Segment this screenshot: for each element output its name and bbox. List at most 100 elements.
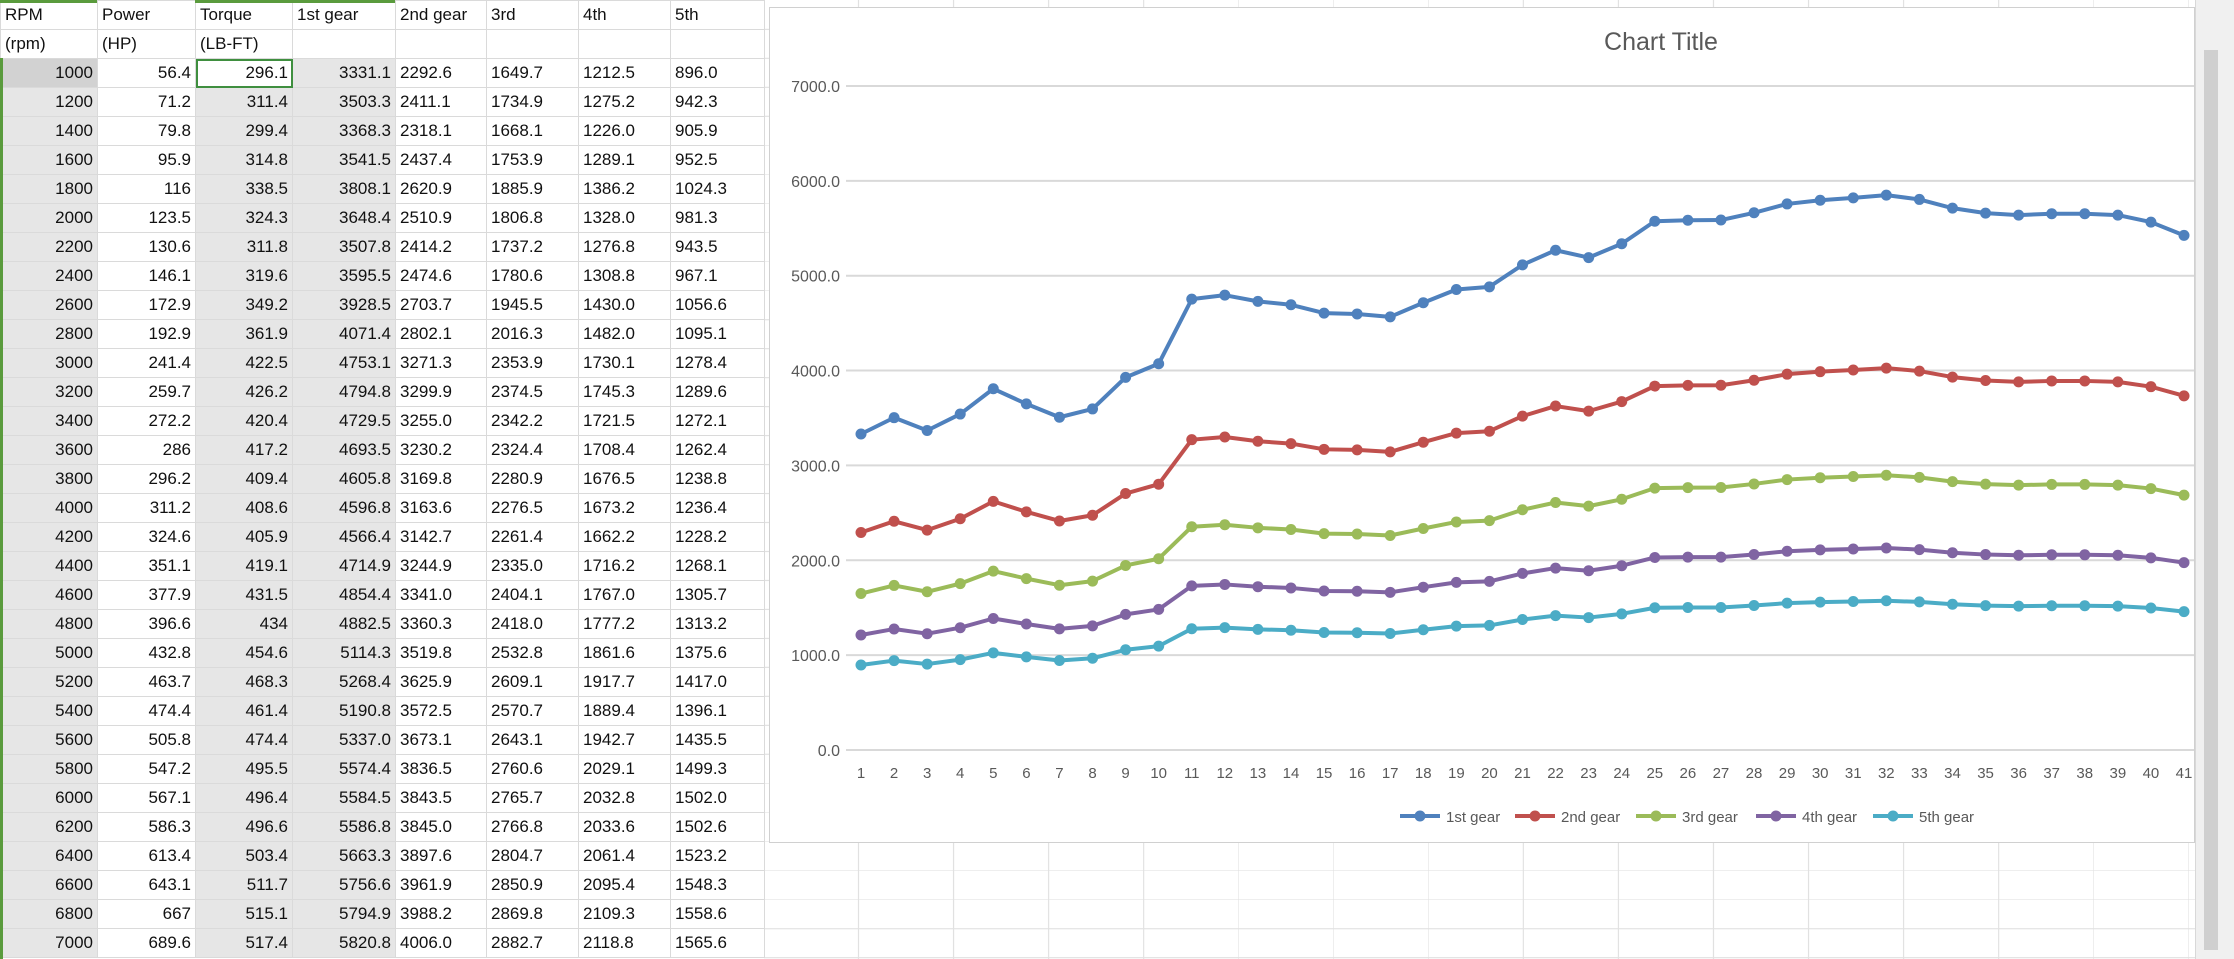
data-point[interactable]	[1417, 436, 1429, 448]
data-point[interactable]	[1980, 600, 1992, 612]
table-cell[interactable]: 4800	[0, 609, 98, 639]
data-point[interactable]	[1748, 478, 1760, 490]
series-2[interactable]	[855, 362, 2190, 539]
data-point[interactable]	[2079, 375, 2091, 387]
table-cell[interactable]: 905.9	[670, 116, 765, 146]
data-point[interactable]	[1781, 545, 1793, 557]
table-cell[interactable]: 511.7	[195, 870, 293, 900]
table-cell[interactable]: 981.3	[670, 203, 765, 233]
data-point[interactable]	[1483, 619, 1495, 631]
table-cell[interactable]: 1396.1	[670, 696, 765, 726]
table-cell[interactable]: 1800	[0, 174, 98, 204]
data-point[interactable]	[1616, 493, 1628, 505]
data-point[interactable]	[888, 623, 900, 635]
data-point[interactable]	[1384, 529, 1396, 541]
header-cell[interactable]: 1st gear	[292, 0, 396, 30]
table-cell[interactable]: 2437.4	[395, 145, 487, 175]
table-cell[interactable]: 643.1	[97, 870, 196, 900]
table-cell[interactable]: 3360.3	[395, 609, 487, 639]
table-cell[interactable]: 1662.2	[578, 522, 671, 552]
data-point[interactable]	[1550, 497, 1562, 509]
table-cell[interactable]: 5000	[0, 638, 98, 668]
table-cell[interactable]: 1708.4	[578, 435, 671, 465]
data-point[interactable]	[1781, 198, 1793, 210]
data-point[interactable]	[1550, 244, 1562, 256]
data-point[interactable]	[2046, 478, 2058, 490]
table-cell[interactable]: 1024.3	[670, 174, 765, 204]
table-cell[interactable]: 2335.0	[486, 551, 579, 581]
table-cell[interactable]: 1737.2	[486, 232, 579, 262]
table-cell[interactable]: 1236.4	[670, 493, 765, 523]
data-point[interactable]	[1219, 431, 1231, 443]
data-point[interactable]	[1020, 398, 1032, 410]
table-cell[interactable]: 361.9	[195, 319, 293, 349]
data-point[interactable]	[1153, 358, 1165, 370]
table-cell[interactable]: 3897.6	[395, 841, 487, 871]
data-point[interactable]	[1913, 544, 1925, 556]
data-point[interactable]	[1087, 509, 1099, 521]
data-point[interactable]	[1450, 427, 1462, 439]
table-cell[interactable]: 1730.1	[578, 348, 671, 378]
table-cell[interactable]: 3988.2	[395, 899, 487, 929]
data-point[interactable]	[1053, 623, 1065, 635]
table-cell[interactable]: 1272.1	[670, 406, 765, 436]
data-point[interactable]	[888, 412, 900, 424]
table-cell[interactable]: 172.9	[97, 290, 196, 320]
table-cell[interactable]: 1226.0	[578, 116, 671, 146]
data-point[interactable]	[1814, 544, 1826, 556]
data-point[interactable]	[1913, 596, 1925, 608]
table-cell[interactable]: 1400	[0, 116, 98, 146]
table-cell[interactable]: 2850.9	[486, 870, 579, 900]
table-cell[interactable]: 1885.9	[486, 174, 579, 204]
data-point[interactable]	[1285, 299, 1297, 311]
table-cell[interactable]: 896.0	[670, 58, 765, 88]
table-cell[interactable]: 7000	[0, 928, 98, 958]
table-cell[interactable]: 5574.4	[292, 754, 396, 784]
data-point[interactable]	[1946, 476, 1958, 488]
data-point[interactable]	[2079, 549, 2091, 561]
data-point[interactable]	[888, 579, 900, 591]
data-point[interactable]	[1318, 443, 1330, 455]
table-cell[interactable]: 3836.5	[395, 754, 487, 784]
data-point[interactable]	[1351, 585, 1363, 597]
table-cell[interactable]: 3230.2	[395, 435, 487, 465]
data-point[interactable]	[2112, 549, 2124, 561]
table-cell[interactable]: 1502.0	[670, 783, 765, 813]
table-cell[interactable]: 4600	[0, 580, 98, 610]
data-point[interactable]	[1814, 596, 1826, 608]
data-point[interactable]	[1483, 575, 1495, 587]
table-cell[interactable]: 3519.8	[395, 638, 487, 668]
data-point[interactable]	[987, 613, 999, 625]
data-point[interactable]	[2079, 600, 2091, 612]
data-point[interactable]	[1616, 608, 1628, 620]
series-1[interactable]	[855, 189, 2190, 440]
table-cell[interactable]: 1753.9	[486, 145, 579, 175]
header-cell[interactable]: (LB-FT)	[195, 29, 293, 59]
table-cell[interactable]: 2029.1	[578, 754, 671, 784]
table-cell[interactable]: 2032.8	[578, 783, 671, 813]
data-point[interactable]	[954, 513, 966, 525]
table-cell[interactable]: 408.6	[195, 493, 293, 523]
table-cell[interactable]: 2276.5	[486, 493, 579, 523]
data-point[interactable]	[1219, 622, 1231, 634]
data-point[interactable]	[954, 654, 966, 666]
data-point[interactable]	[1880, 595, 1892, 607]
table-cell[interactable]: 1308.8	[578, 261, 671, 291]
data-point[interactable]	[1285, 524, 1297, 536]
data-point[interactable]	[1087, 403, 1099, 415]
table-cell[interactable]: 3808.1	[292, 174, 396, 204]
table-cell[interactable]: 942.3	[670, 87, 765, 117]
data-point[interactable]	[2145, 552, 2157, 564]
table-cell[interactable]: 3648.4	[292, 203, 396, 233]
table-cell[interactable]: 2643.1	[486, 725, 579, 755]
header-cell[interactable]	[670, 29, 765, 59]
table-cell[interactable]: 1482.0	[578, 319, 671, 349]
table-cell[interactable]: 1313.2	[670, 609, 765, 639]
data-point[interactable]	[2013, 549, 2025, 561]
data-point[interactable]	[855, 428, 867, 440]
table-cell[interactable]: 5268.4	[292, 667, 396, 697]
table-cell[interactable]: 2109.3	[578, 899, 671, 929]
table-cell[interactable]: 2342.2	[486, 406, 579, 436]
table-cell[interactable]: 1386.2	[578, 174, 671, 204]
data-point[interactable]	[1649, 215, 1661, 227]
